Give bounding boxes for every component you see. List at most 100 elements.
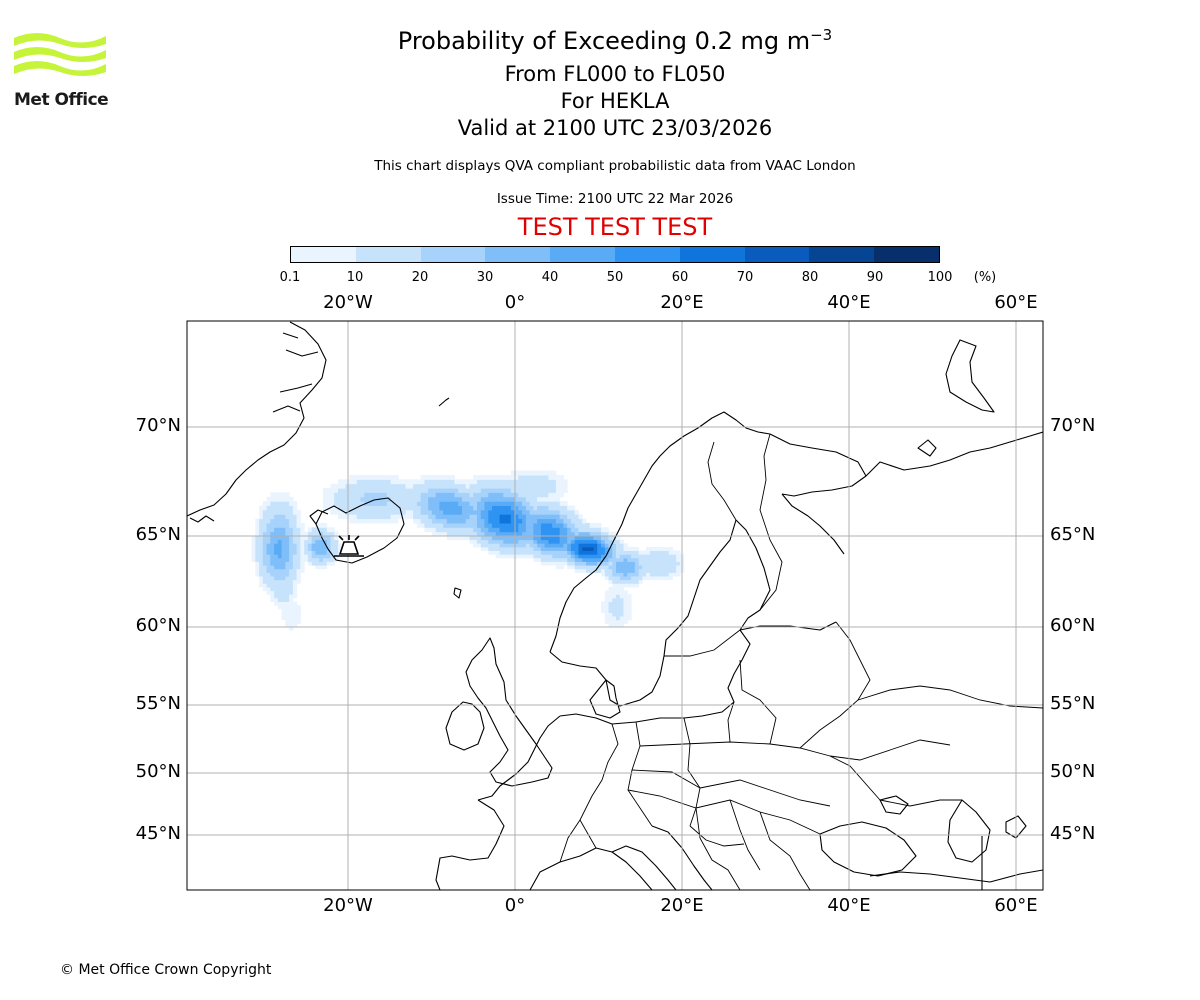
- probability-cell: [608, 550, 613, 555]
- probability-cell: [368, 518, 373, 524]
- probability-cell: [401, 505, 407, 511]
- probability-cell: [480, 539, 486, 544]
- probability-cell: [428, 514, 433, 520]
- probability-cell: [259, 518, 264, 524]
- probability-cell: [296, 561, 301, 566]
- probability-cell: [510, 514, 516, 520]
- probability-cell: [492, 539, 497, 544]
- probability-cell: [522, 531, 527, 537]
- probability-cell: [398, 479, 403, 485]
- probability-cell: [469, 536, 474, 541]
- probability-cell: [570, 554, 576, 559]
- probability-cell: [593, 527, 598, 533]
- probability-cell: [484, 543, 489, 548]
- probability-cell: [537, 488, 542, 493]
- probability-cell: [262, 557, 268, 562]
- probability-cell: [525, 539, 531, 544]
- probability-cell: [289, 561, 294, 566]
- probability-cell: [435, 505, 440, 511]
- probability-cell: [266, 539, 271, 544]
- probability-cell: [627, 597, 632, 602]
- probability-cell: [330, 492, 335, 498]
- probability-cell: [627, 572, 632, 577]
- probability-cell: [514, 492, 519, 498]
- probability-cell: [623, 546, 628, 551]
- probability-cell: [420, 496, 425, 502]
- probability-cell: [559, 527, 564, 533]
- probability-cell: [567, 561, 572, 566]
- probability-cell: [281, 616, 286, 621]
- probability-cell: [548, 492, 553, 498]
- probability-cell: [296, 527, 301, 533]
- probability-cell: [586, 554, 591, 559]
- probability-cell: [514, 522, 519, 528]
- probability-cell: [338, 509, 343, 515]
- probability-cell: [473, 475, 478, 480]
- probability-cell: [413, 496, 418, 502]
- probability-cell: [259, 579, 264, 584]
- probability-cell: [552, 492, 557, 498]
- probability-cell: [296, 518, 301, 524]
- probability-cell: [623, 568, 628, 573]
- probability-cell: [435, 518, 440, 524]
- probability-cell: [578, 561, 583, 566]
- probability-cell: [540, 501, 546, 506]
- probability-cell: [285, 608, 290, 613]
- lat-label-right: 65°N: [1050, 524, 1096, 545]
- probability-cell: [631, 565, 636, 570]
- probability-cell: [608, 536, 613, 541]
- probability-cell: [450, 475, 455, 480]
- probability-cell: [484, 539, 489, 544]
- probability-cell: [574, 536, 579, 541]
- probability-cell: [300, 550, 305, 555]
- probability-cell: [544, 475, 549, 480]
- probability-cell: [495, 492, 501, 498]
- probability-cell: [661, 568, 666, 573]
- probability-cell: [443, 496, 448, 502]
- probability-cell: [439, 527, 444, 533]
- probability-cell: [612, 587, 617, 592]
- probability-cell: [383, 475, 388, 480]
- probability-cell: [255, 554, 260, 559]
- probability-cell: [540, 531, 546, 537]
- probability-cell: [574, 522, 579, 528]
- probability-cell: [379, 488, 384, 493]
- probability-cell: [537, 554, 542, 559]
- probability-cell: [420, 518, 425, 524]
- probability-cell: [563, 546, 568, 551]
- probability-cell: [274, 597, 279, 602]
- probability-cell: [578, 527, 583, 533]
- probability-cell: [409, 488, 414, 493]
- lat-label-left: 50°N: [135, 761, 181, 782]
- probability-cell: [586, 522, 591, 528]
- probability-cell: [277, 605, 283, 610]
- probability-cell: [330, 546, 335, 551]
- probability-cell: [492, 527, 497, 533]
- probability-cell: [484, 488, 489, 493]
- probability-cell: [664, 554, 670, 559]
- probability-cell: [619, 612, 625, 617]
- probability-cell: [649, 561, 655, 566]
- probability-cell: [563, 539, 568, 544]
- probability-cell: [454, 509, 459, 515]
- probability-cell: [289, 543, 294, 548]
- probability-cell: [285, 565, 290, 570]
- probability-cell: [446, 509, 452, 515]
- probability-cell: [443, 479, 448, 485]
- probability-cell: [266, 568, 271, 573]
- probability-cell: [465, 522, 470, 528]
- probability-cell: [555, 505, 561, 511]
- probability-cell: [326, 554, 331, 559]
- probability-cell: [544, 531, 549, 537]
- probability-cell: [465, 536, 470, 541]
- probability-cell: [274, 509, 279, 515]
- probability-cell: [627, 583, 632, 588]
- probability-cell: [664, 557, 670, 562]
- probability-cell: [334, 543, 339, 548]
- gulf-of-bothnia: [735, 519, 771, 631]
- probability-cell: [555, 522, 561, 528]
- probability-cell: [446, 483, 452, 489]
- graticule: [187, 321, 1043, 890]
- probability-cell: [634, 554, 640, 559]
- probability-cell: [262, 554, 268, 559]
